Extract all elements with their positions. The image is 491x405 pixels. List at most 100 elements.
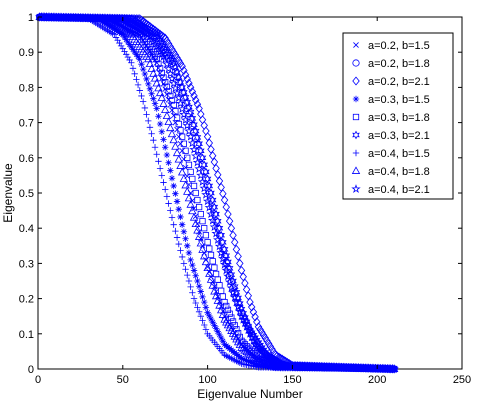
data-point bbox=[134, 53, 142, 60]
data-point bbox=[117, 42, 125, 50]
data-point bbox=[146, 124, 154, 131]
data-point bbox=[253, 317, 261, 327]
y-axis-ticks: 0 0.1 0.2 0.3 0.4 0.5 0.6 0.7 0.8 0.9 1 bbox=[19, 12, 462, 376]
y-tick-label: 0.1 bbox=[19, 329, 34, 341]
data-point bbox=[170, 83, 181, 93]
data-point bbox=[188, 87, 197, 97]
data-point bbox=[201, 225, 208, 232]
data-point bbox=[201, 257, 211, 266]
data-point bbox=[189, 261, 196, 269]
data-point bbox=[189, 212, 199, 221]
data-point bbox=[145, 117, 152, 125]
data-point bbox=[208, 151, 217, 161]
data-point bbox=[223, 302, 230, 310]
data-point bbox=[173, 114, 181, 121]
data-point bbox=[116, 29, 123, 36]
data-point bbox=[238, 314, 248, 324]
data-point bbox=[207, 188, 215, 198]
data-point bbox=[165, 68, 175, 78]
data-point bbox=[124, 53, 132, 61]
data-point bbox=[229, 318, 237, 325]
data-point bbox=[257, 346, 267, 356]
data-point bbox=[184, 242, 191, 249]
data-point bbox=[192, 95, 200, 105]
x-tick-label: 200 bbox=[368, 374, 386, 386]
data-point bbox=[108, 18, 117, 26]
data-point bbox=[167, 167, 174, 174]
data-point bbox=[153, 151, 160, 158]
data-point bbox=[226, 283, 237, 293]
data-point bbox=[237, 343, 246, 351]
data-point bbox=[241, 356, 249, 364]
x-axis-ticks: 0 50 100 150 200 250 bbox=[35, 17, 471, 386]
y-tick-label: 0.4 bbox=[19, 223, 34, 235]
data-point bbox=[221, 351, 228, 359]
data-point bbox=[207, 315, 215, 323]
data-point bbox=[187, 168, 194, 176]
data-point bbox=[191, 219, 200, 228]
data-point bbox=[239, 344, 248, 353]
data-point bbox=[138, 60, 145, 68]
data-point bbox=[220, 195, 229, 205]
data-point bbox=[194, 304, 201, 311]
data-point bbox=[246, 358, 254, 366]
data-point bbox=[205, 138, 214, 148]
data-point bbox=[100, 25, 108, 32]
data-point bbox=[224, 306, 232, 313]
legend-label: a=0.4, b=1.8 bbox=[368, 166, 430, 178]
data-point bbox=[203, 174, 212, 184]
legend-label: a=0.3, b=2.1 bbox=[368, 130, 430, 142]
data-point bbox=[193, 225, 202, 234]
data-point bbox=[179, 174, 189, 182]
data-point bbox=[222, 202, 230, 212]
data-point bbox=[177, 167, 187, 176]
data-point bbox=[210, 286, 219, 295]
data-point bbox=[247, 351, 256, 360]
x-tick-label: 0 bbox=[35, 374, 41, 386]
data-point bbox=[190, 295, 198, 302]
legend-marker bbox=[352, 113, 360, 121]
data-point bbox=[194, 277, 201, 285]
data-point bbox=[120, 25, 129, 34]
data-point bbox=[249, 307, 258, 317]
data-point bbox=[219, 259, 230, 269]
data-point bbox=[172, 108, 179, 115]
data-point bbox=[207, 144, 215, 154]
legend-label: a=0.4, b=2.1 bbox=[368, 184, 430, 196]
legend: a=0.2, b=1.5 a=0.2, b=1.8 a=0.2, b=2.1 a=0.… bbox=[342, 32, 454, 200]
data-point bbox=[179, 147, 186, 154]
data-point bbox=[129, 65, 137, 72]
data-point bbox=[231, 297, 242, 307]
data-point bbox=[197, 313, 205, 320]
data-point bbox=[221, 265, 231, 275]
legend-marker bbox=[353, 42, 359, 48]
data-point bbox=[217, 182, 225, 192]
data-point bbox=[184, 154, 191, 161]
data-point bbox=[177, 213, 184, 221]
data-point bbox=[184, 193, 194, 202]
data-point bbox=[214, 170, 222, 180]
data-point bbox=[203, 132, 212, 142]
data-point bbox=[170, 221, 177, 228]
data-point bbox=[165, 159, 172, 166]
data-point bbox=[241, 278, 249, 288]
data-point bbox=[156, 120, 164, 128]
data-point bbox=[171, 67, 179, 76]
data-point bbox=[134, 18, 142, 28]
data-point bbox=[207, 251, 215, 259]
data-point bbox=[163, 36, 171, 46]
data-point bbox=[142, 23, 151, 33]
data-point bbox=[191, 151, 201, 161]
data-point bbox=[158, 69, 165, 77]
series-9 bbox=[35, 12, 399, 373]
data-point bbox=[200, 160, 209, 170]
data-point bbox=[216, 331, 223, 339]
data-point bbox=[171, 141, 180, 150]
legend-label: a=0.2, b=1.8 bbox=[368, 58, 430, 70]
data-point bbox=[190, 91, 198, 101]
data-point bbox=[187, 283, 194, 291]
y-tick-label: 0.7 bbox=[19, 118, 34, 130]
data-point bbox=[173, 53, 181, 63]
legend-entry: a=0.3, b=2.1 bbox=[352, 130, 430, 142]
data-point bbox=[252, 355, 261, 364]
